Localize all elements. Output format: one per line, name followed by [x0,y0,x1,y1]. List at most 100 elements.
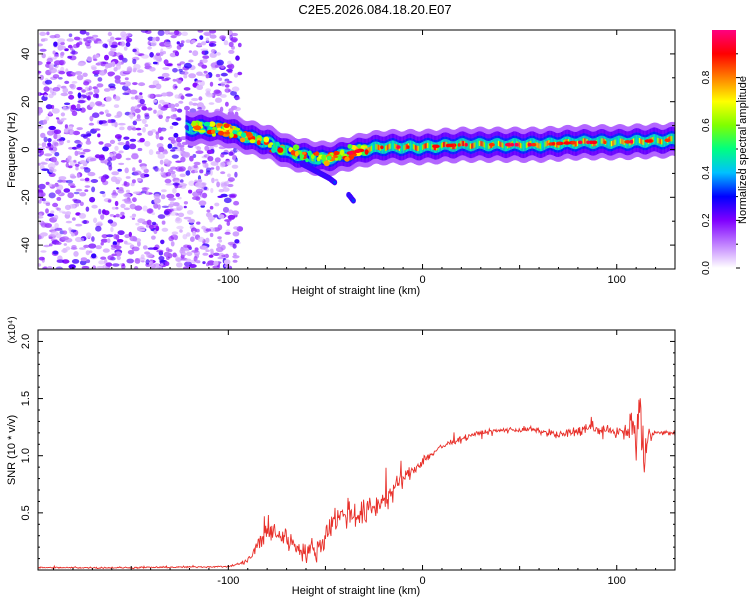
noise-blob [118,54,124,61]
noise-blob [132,48,137,53]
noise-blob [50,156,57,163]
noise-blob [58,210,66,213]
noise-blob [138,82,146,87]
noise-blob [124,167,129,174]
noise-blob [153,197,161,204]
ridge-core [187,125,191,131]
ridge-core [543,142,546,148]
noise-blob [116,255,121,261]
noise-blob [98,70,107,76]
noise-blob [135,222,140,226]
ridge-core [455,143,459,149]
noise-blob [176,262,183,268]
noise-blob [75,223,83,227]
noise-blob [202,192,208,199]
noise-blob [76,42,80,48]
noise-blob [132,69,137,73]
noise-blob [98,141,104,145]
noise-blob [87,171,96,177]
noise-blob [143,168,149,174]
noise-blob [38,213,42,217]
noise-blob [209,52,217,58]
noise-blob [125,176,131,179]
ridge-core [612,140,615,146]
noise-blob [137,69,144,73]
noise-blob [78,147,83,151]
noise-blob [197,107,203,110]
noise-blob [220,153,225,158]
noise-blob [44,223,52,228]
ridge-core [502,142,505,149]
noise-blob [124,70,132,74]
noise-blob [157,153,165,159]
ridge-core [613,140,616,146]
noise-blob [38,70,42,74]
noise-blob [218,77,223,82]
noise-blob [152,99,158,103]
noise-blob [158,146,165,153]
ridge-core [462,140,466,147]
noise-blob [179,61,186,65]
noise-blob [107,31,113,37]
noise-blob [170,136,176,140]
noise-blob [205,37,210,42]
noise-blob [80,237,85,242]
noise-blob [84,41,91,47]
ridge-core [383,145,386,152]
noise-blob [91,186,96,193]
noise-blob [41,142,47,148]
noise-blob [183,62,192,69]
colorbar-gradient [712,30,736,268]
ridge-core [368,147,371,153]
noise-blob [205,237,210,243]
noise-blob [134,105,140,110]
ridge-core [426,142,429,149]
ridge-core [556,142,559,148]
ridge-core [479,140,482,146]
noise-blob [110,47,117,52]
noise-blob [197,188,202,195]
noise-blob [229,34,233,41]
noise-blob [38,43,43,47]
noise-blob [79,260,87,266]
noise-blob [115,37,122,41]
noise-blob [76,143,82,148]
noise-blob [114,121,118,128]
noise-blob [47,138,52,143]
noise-blob [202,261,206,265]
ridge-core [409,143,412,149]
noise-blob [159,51,164,56]
noise-blob [109,139,116,144]
ridge-core [460,140,463,147]
noise-blob [194,170,198,174]
ridge-blob [204,121,211,126]
noise-blob [153,109,157,114]
noise-blob [38,216,44,219]
noise-blob [75,203,80,207]
noise-blob [67,55,73,59]
noise-blob [129,215,136,218]
noise-blob [56,259,64,264]
ridge-core [285,147,288,153]
noise-blob [67,129,75,136]
noise-blob [96,83,104,88]
noise-blob [211,177,215,184]
noise-blob [159,136,164,141]
noise-blob [169,201,175,205]
noise-blob [93,88,100,94]
ridge-core [425,143,428,149]
ridge-core [536,142,539,148]
noise-blob [103,88,111,92]
ridge-blob [364,149,369,155]
noise-blob [97,40,104,44]
noise-blob [104,109,109,114]
ridge-core [205,125,208,132]
ridge-blob [302,151,306,155]
noise-blob [158,114,163,119]
ridge-core [423,144,426,150]
noise-blob [235,55,240,61]
noise-blob [40,192,46,197]
noise-blob [126,32,132,37]
ridge-peak [586,140,590,145]
